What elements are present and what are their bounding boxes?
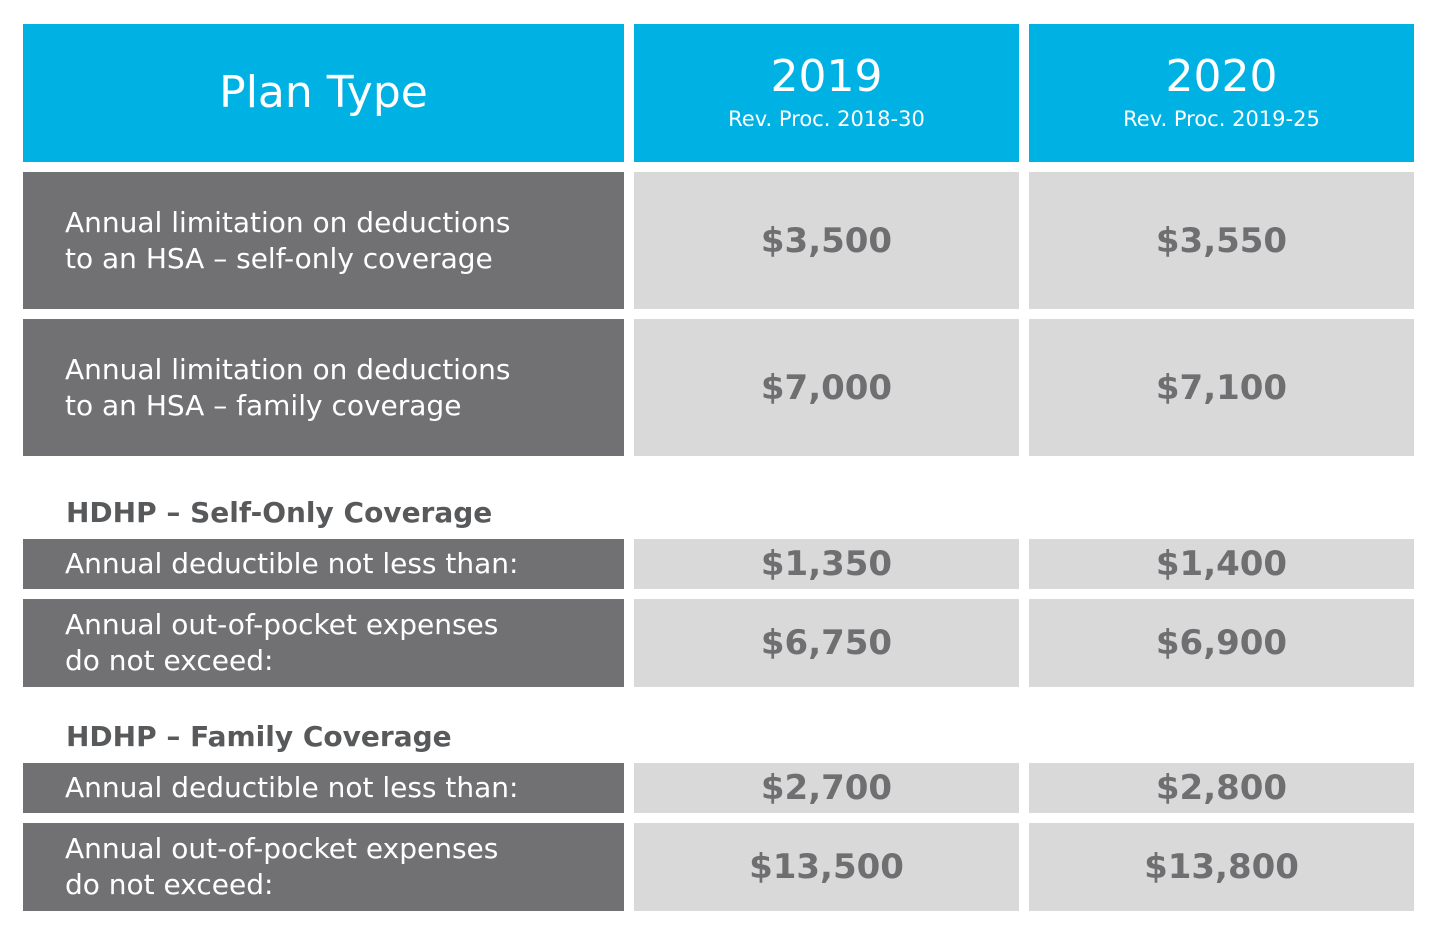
rev-proc-2019: Rev. Proc. 2018-30	[728, 107, 925, 131]
value-hsa-family-2020: $7,100	[1029, 319, 1414, 456]
header-plan-type: Plan Type	[23, 24, 624, 162]
header-2020: 2020 Rev. Proc. 2019-25	[1029, 24, 1414, 162]
value-self-deductible-2020: $1,400	[1029, 539, 1414, 589]
value-hsa-self-only-2019: $3,500	[634, 172, 1019, 309]
plan-type-heading: Plan Type	[219, 67, 428, 118]
value-self-out-of-pocket-2020: $6,900	[1029, 599, 1414, 687]
row-label-self-deductible: Annual deductible not less than:	[23, 539, 624, 589]
row-label-self-out-of-pocket: Annual out-of-pocket expenses do not exc…	[23, 599, 624, 687]
rev-proc-2020: Rev. Proc. 2019-25	[1123, 107, 1320, 131]
value-family-deductible-2019: $2,700	[634, 763, 1019, 813]
value-family-out-of-pocket-2019: $13,500	[634, 823, 1019, 911]
section-title-hdhp-family: HDHP – Family Coverage	[66, 720, 452, 753]
row-label-hsa-family: Annual limitation on deductions to an HS…	[23, 319, 624, 456]
row-label-family-deductible: Annual deductible not less than:	[23, 763, 624, 813]
row-label-hsa-self-only: Annual limitation on deductions to an HS…	[23, 172, 624, 309]
row-label-family-out-of-pocket: Annual out-of-pocket expenses do not exc…	[23, 823, 624, 911]
year-2019-heading: 2019	[770, 51, 883, 102]
value-self-deductible-2019: $1,350	[634, 539, 1019, 589]
section-title-hdhp-self-only: HDHP – Self-Only Coverage	[66, 496, 493, 529]
header-2019: 2019 Rev. Proc. 2018-30	[634, 24, 1019, 162]
value-hsa-self-only-2020: $3,550	[1029, 172, 1414, 309]
value-self-out-of-pocket-2019: $6,750	[634, 599, 1019, 687]
year-2020-heading: 2020	[1165, 51, 1278, 102]
value-family-deductible-2020: $2,800	[1029, 763, 1414, 813]
value-family-out-of-pocket-2020: $13,800	[1029, 823, 1414, 911]
value-hsa-family-2019: $7,000	[634, 319, 1019, 456]
